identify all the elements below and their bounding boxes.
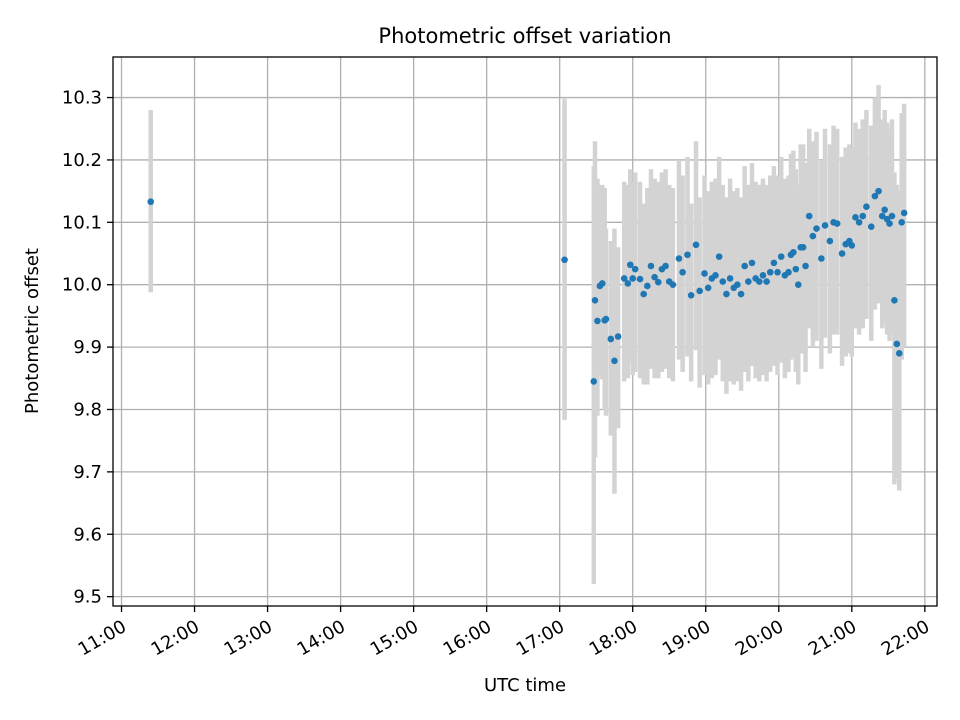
data-point bbox=[614, 333, 622, 340]
data-point bbox=[792, 265, 800, 273]
data-point bbox=[774, 268, 781, 276]
data-point bbox=[813, 225, 820, 232]
data-point bbox=[692, 241, 700, 249]
data-point bbox=[893, 340, 901, 348]
data-point bbox=[766, 268, 774, 276]
data-points bbox=[147, 187, 908, 385]
data-point bbox=[629, 275, 637, 282]
data-point bbox=[785, 268, 792, 276]
data-point bbox=[809, 232, 817, 240]
data-point bbox=[679, 268, 686, 276]
data-point bbox=[770, 259, 778, 267]
data-point bbox=[561, 256, 568, 264]
y-tick-label: 9.9 bbox=[73, 337, 102, 358]
y-tick-label: 9.5 bbox=[73, 587, 102, 608]
y-tick-label: 9.6 bbox=[73, 524, 102, 545]
plot-frame bbox=[112, 56, 938, 607]
data-point bbox=[759, 272, 767, 279]
y-tick-label: 10.1 bbox=[62, 212, 102, 233]
data-point bbox=[675, 255, 683, 262]
data-point bbox=[591, 297, 599, 304]
data-point bbox=[598, 280, 606, 287]
data-point bbox=[715, 253, 723, 260]
data-point bbox=[886, 220, 893, 227]
data-point bbox=[651, 273, 658, 281]
data-point bbox=[871, 192, 879, 200]
data-point bbox=[745, 278, 752, 285]
data-point bbox=[794, 281, 802, 289]
chart-title: Photometric offset variation bbox=[378, 24, 671, 48]
data-point bbox=[821, 222, 829, 229]
data-point bbox=[624, 280, 632, 287]
data-point bbox=[863, 203, 870, 211]
data-point bbox=[818, 255, 825, 262]
data-point bbox=[644, 282, 651, 290]
data-point bbox=[734, 281, 741, 289]
data-point bbox=[647, 262, 655, 270]
data-point bbox=[852, 214, 859, 221]
data-point bbox=[891, 297, 898, 304]
data-point bbox=[900, 209, 908, 217]
y-axis: 9.5 9.6 9.7 9.8 9.9 10.0 10.1 10.2 10.3 bbox=[62, 88, 113, 608]
data-point bbox=[802, 262, 809, 270]
data-point bbox=[763, 278, 770, 285]
y-tick-label: 10.2 bbox=[62, 150, 102, 171]
data-point bbox=[654, 278, 662, 286]
data-point bbox=[726, 275, 734, 282]
data-point bbox=[855, 219, 863, 226]
data-point bbox=[895, 350, 903, 357]
data-point bbox=[741, 262, 748, 270]
data-point bbox=[867, 223, 875, 230]
data-point bbox=[602, 315, 610, 323]
data-point bbox=[790, 248, 797, 256]
data-point bbox=[848, 242, 856, 249]
data-point bbox=[626, 261, 634, 269]
data-point bbox=[777, 253, 785, 260]
data-point bbox=[640, 290, 647, 298]
data-point bbox=[712, 272, 719, 279]
data-point bbox=[594, 317, 601, 325]
data-point bbox=[620, 275, 628, 282]
data-point bbox=[888, 212, 896, 220]
data-point bbox=[755, 278, 763, 285]
data-point bbox=[701, 270, 708, 277]
data-point bbox=[719, 278, 727, 285]
data-point bbox=[838, 250, 846, 257]
y-tick-label: 9.8 bbox=[73, 399, 102, 420]
data-point bbox=[723, 290, 730, 298]
data-point bbox=[687, 292, 695, 299]
data-point bbox=[875, 187, 882, 195]
data-point bbox=[748, 259, 756, 267]
data-point bbox=[898, 219, 906, 226]
data-point bbox=[799, 243, 807, 251]
data-point bbox=[636, 275, 644, 283]
data-point bbox=[611, 357, 618, 365]
data-point bbox=[859, 212, 867, 220]
data-point bbox=[607, 335, 615, 343]
y-tick-label: 10.0 bbox=[62, 275, 102, 296]
data-point bbox=[662, 262, 669, 270]
data-point bbox=[631, 265, 639, 273]
data-point bbox=[704, 284, 712, 292]
data-point bbox=[684, 251, 691, 259]
x-axis-label: UTC time bbox=[484, 675, 566, 696]
data-point bbox=[590, 378, 598, 385]
data-point bbox=[881, 206, 888, 214]
y-axis-label: Photometric offset bbox=[22, 248, 43, 414]
y-tick-label: 9.7 bbox=[73, 462, 102, 483]
data-point bbox=[669, 281, 677, 289]
data-point bbox=[878, 212, 886, 220]
data-point bbox=[833, 220, 841, 227]
data-point bbox=[696, 287, 703, 295]
data-point bbox=[805, 212, 813, 220]
data-point bbox=[737, 290, 745, 298]
y-tick-label: 10.3 bbox=[62, 88, 102, 109]
data-point bbox=[147, 198, 155, 206]
data-point bbox=[826, 237, 834, 245]
